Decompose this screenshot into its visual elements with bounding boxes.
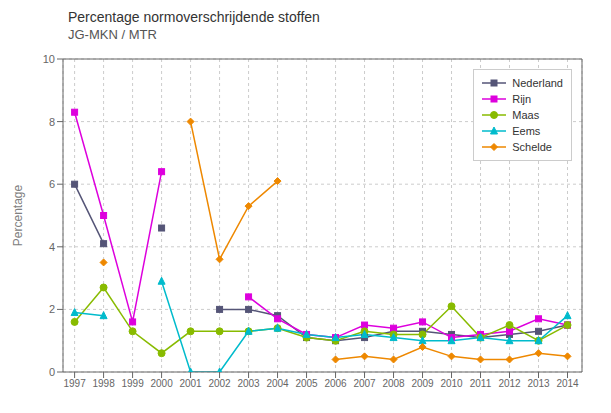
svg-text:2009: 2009 bbox=[411, 378, 434, 389]
svg-text:2002: 2002 bbox=[208, 378, 231, 389]
html-text:Nederland: Nederland bbox=[512, 77, 563, 89]
svg-text:2008: 2008 bbox=[382, 378, 405, 389]
svg-text:2010: 2010 bbox=[440, 378, 463, 389]
svg-text:2014: 2014 bbox=[556, 378, 579, 389]
svg-text:2011: 2011 bbox=[470, 378, 492, 389]
svg-text:2004: 2004 bbox=[266, 378, 289, 389]
svg-text:2012: 2012 bbox=[498, 378, 521, 389]
html-text:JG-MKN / MTR: JG-MKN / MTR bbox=[68, 27, 157, 42]
svg-text:1998: 1998 bbox=[92, 378, 115, 389]
svg-text:2007: 2007 bbox=[353, 378, 376, 389]
svg-text:2006: 2006 bbox=[324, 378, 347, 389]
svg-text:1999: 1999 bbox=[121, 378, 144, 389]
svg-text:2005: 2005 bbox=[295, 378, 318, 389]
svg-text:2: 2 bbox=[49, 303, 55, 315]
html-text:Schelde: Schelde bbox=[512, 141, 552, 153]
html-text:Maas: Maas bbox=[512, 109, 540, 121]
svg-text:10: 10 bbox=[43, 53, 55, 65]
html-text:Rijn: Rijn bbox=[512, 93, 532, 105]
svg-text:2003: 2003 bbox=[237, 378, 260, 389]
svg-text:1997: 1997 bbox=[63, 378, 86, 389]
svg-text:0: 0 bbox=[49, 366, 55, 378]
html-text:Percentage normoverschrijdende: Percentage normoverschrijdende stoffen bbox=[68, 9, 320, 25]
svg-text:2001: 2001 bbox=[179, 378, 202, 389]
svg-text:6: 6 bbox=[49, 178, 55, 190]
svg-text:Percentage: Percentage bbox=[11, 184, 25, 246]
svg-text:8: 8 bbox=[49, 116, 55, 128]
svg-text:2013: 2013 bbox=[527, 378, 550, 389]
svg-text:4: 4 bbox=[49, 241, 55, 253]
html-text:Eems: Eems bbox=[512, 125, 541, 137]
svg-text:2000: 2000 bbox=[150, 378, 173, 389]
